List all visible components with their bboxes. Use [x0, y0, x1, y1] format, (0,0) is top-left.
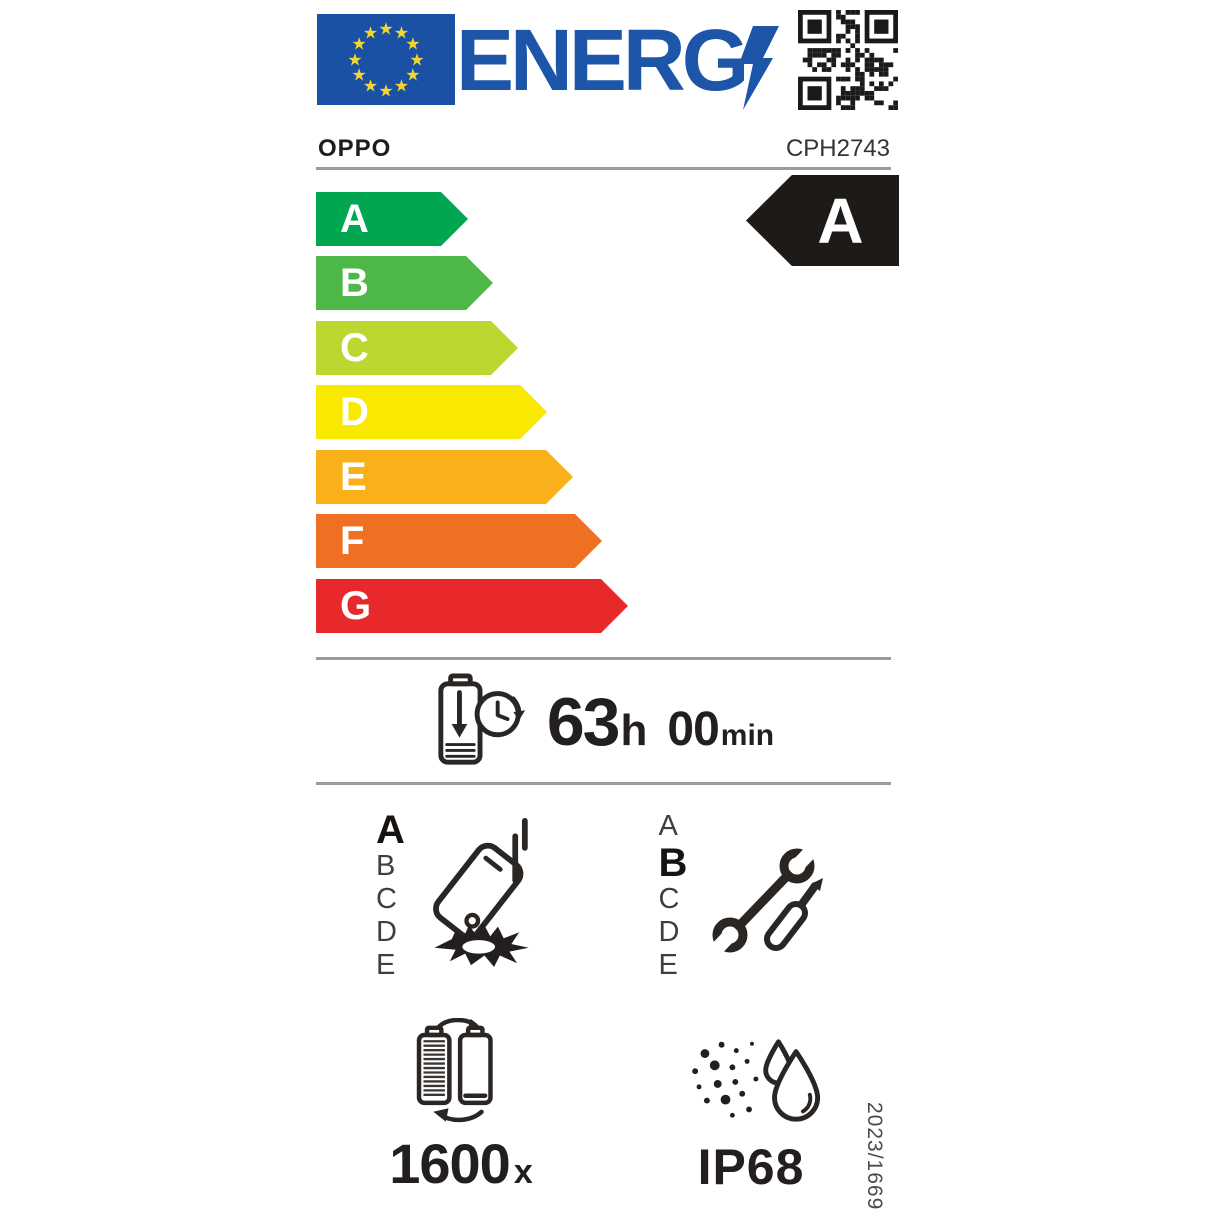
regulation-number: 2023/1669: [863, 1102, 886, 1211]
eu-star: ★: [378, 81, 394, 100]
battery-cycles-value: 1600: [389, 1132, 511, 1195]
battery-cycles-unit: x: [513, 1153, 533, 1191]
model-number: CPH2743: [785, 135, 890, 162]
eu-star: ★: [405, 65, 421, 85]
eu-star: ★: [378, 19, 394, 38]
lightning-bolt-icon: [739, 26, 779, 110]
scale-letter: C: [340, 326, 369, 370]
battery-hours-unit: h: [620, 706, 648, 755]
divider-middle: [316, 657, 891, 660]
energy-rating-arrow: A: [746, 175, 899, 266]
scale-arrow-f: F: [316, 514, 602, 568]
scale-letter: E: [340, 455, 367, 499]
scale-arrow-c: C: [316, 321, 518, 375]
scale-arrow-b: B: [316, 256, 493, 310]
drop-grade-d: D: [376, 916, 397, 948]
repair-grade-c: C: [658, 883, 680, 915]
eu-star: ★: [362, 76, 379, 96]
repair-grade-b: B: [658, 841, 688, 885]
energy-rating-value: A: [817, 184, 864, 257]
divider-bottom: [316, 782, 891, 785]
battery-cycles-icon: [416, 1018, 493, 1123]
tools-icon: [704, 839, 824, 962]
drop-grade-b: B: [376, 850, 396, 882]
repair-grade-d: D: [658, 916, 680, 948]
repairability-scale: A B C D E: [659, 808, 688, 1003]
eu-star: ★: [347, 50, 363, 69]
battery-minutes: 00: [667, 703, 719, 756]
energ-logo: ENERG: [456, 11, 749, 109]
drop-grade-e: E: [376, 949, 396, 981]
scale-arrow-g: G: [316, 579, 628, 633]
eu-flag: ★ ★ ★ ★ ★ ★ ★ ★ ★ ★ ★ ★: [317, 14, 455, 105]
eu-star: ★: [393, 23, 410, 43]
qr-code: [798, 10, 898, 110]
scale-arrow-a: A: [316, 192, 468, 246]
battery-cycles-section: 1600 x: [316, 1018, 606, 1196]
drop-resistance-scale: A B C D E: [376, 808, 405, 1003]
battery-cycles-label: 1600 x: [389, 1131, 533, 1196]
repair-grade-a: A: [658, 810, 678, 842]
divider-top: [316, 167, 891, 170]
battery-clock-icon: [438, 673, 525, 765]
eu-star: ★: [351, 65, 367, 85]
scale-letter: B: [340, 261, 369, 305]
scale-letter: D: [340, 390, 369, 434]
falling-phone-icon: [433, 818, 529, 968]
drop-grade-c: C: [376, 883, 397, 915]
battery-hours: 63: [546, 684, 621, 760]
eu-star: ★: [362, 23, 379, 43]
scale-letter: A: [340, 197, 369, 241]
ip-rating: IP68: [697, 1139, 805, 1195]
repairability-section: A B C D E: [606, 808, 896, 1003]
drop-resistance-section: A B C D E: [316, 808, 606, 1003]
brand-name: OPPO: [318, 135, 392, 162]
energ-text: ENERG: [456, 11, 749, 109]
drop-grade-a: A: [376, 808, 405, 852]
battery-minutes-unit: min: [720, 719, 775, 752]
eu-star: ★: [393, 76, 410, 96]
eu-star: ★: [351, 34, 367, 54]
scale-arrow-d: D: [316, 385, 547, 439]
dust-water-icon: [692, 1039, 821, 1122]
ingress-protection-section: IP68: [606, 1018, 896, 1196]
eu-star: ★: [405, 34, 421, 54]
battery-life-value: 63 h 00 min: [547, 683, 774, 761]
repair-grade-e: E: [658, 949, 678, 981]
scale-arrow-e: E: [316, 450, 573, 504]
battery-life-row: 63 h 00 min: [316, 666, 891, 778]
eu-star: ★: [409, 50, 425, 69]
scale-letter: G: [340, 584, 372, 628]
scale-letter: F: [340, 519, 365, 563]
